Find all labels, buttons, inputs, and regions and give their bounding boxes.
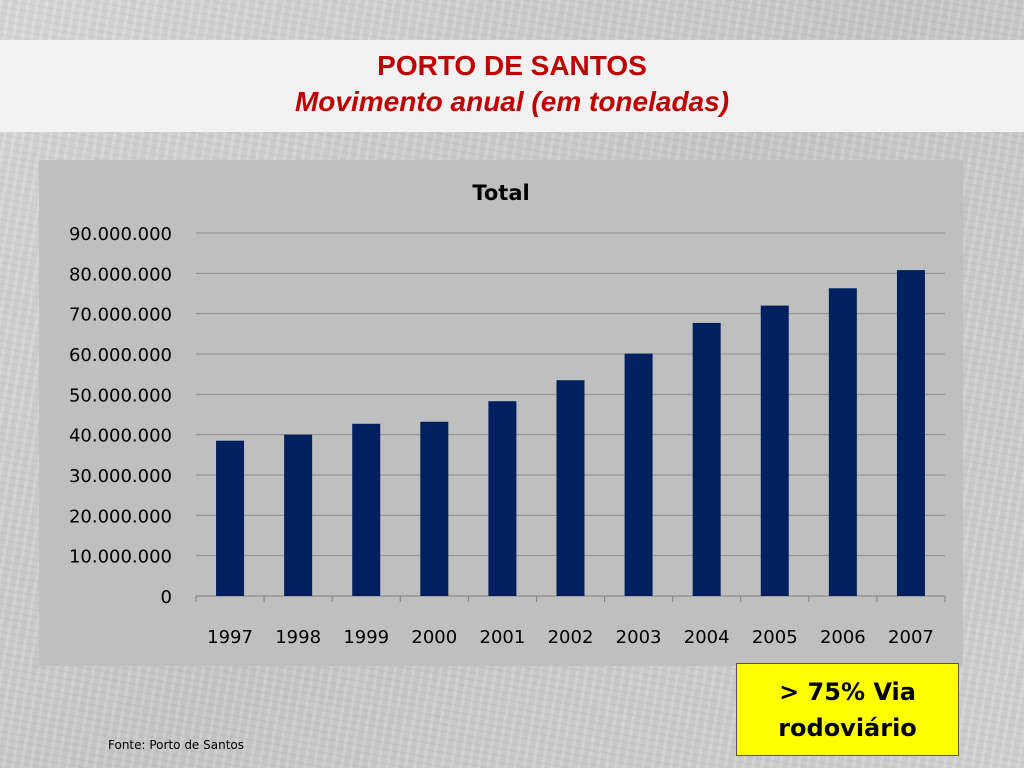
x-tick-label: 2006 bbox=[820, 627, 866, 648]
x-tick-label: 2004 bbox=[684, 627, 730, 648]
y-tick-label: 80.000.000 bbox=[69, 264, 172, 285]
bar-chart: Total 0 10.000.000 20.000.000 30.000.000 40.0… bbox=[69, 181, 946, 648]
x-tick-label: 2001 bbox=[480, 627, 526, 648]
source-note: Fonte: Porto de Santos bbox=[108, 738, 245, 752]
bar bbox=[760, 305, 789, 596]
y-tick-label: 70.000.000 bbox=[69, 305, 172, 326]
chart-title: Total bbox=[472, 181, 529, 205]
x-tick-label: 2000 bbox=[411, 627, 457, 648]
x-tick-label: 1998 bbox=[275, 627, 321, 648]
bar bbox=[216, 440, 245, 596]
x-tick-label: 2002 bbox=[548, 627, 594, 648]
x-tick-label: 2007 bbox=[888, 627, 934, 648]
bar bbox=[284, 434, 313, 596]
bar bbox=[896, 270, 925, 596]
y-tick-label: 90.000.000 bbox=[69, 224, 172, 245]
slide-title: PORTO DE SANTOS bbox=[377, 50, 647, 81]
x-tick-label: 2003 bbox=[616, 627, 662, 648]
y-tick-label: 30.000.000 bbox=[69, 466, 172, 487]
note-box: > 75% Via rodoviário bbox=[736, 663, 959, 756]
x-tick-label: 2005 bbox=[752, 627, 798, 648]
x-tick-label: 1999 bbox=[343, 627, 389, 648]
slide-subtitle: Movimento anual (em toneladas) bbox=[294, 86, 730, 117]
y-tick-label: 50.000.000 bbox=[69, 385, 172, 406]
bar bbox=[488, 401, 517, 596]
bar bbox=[420, 421, 449, 596]
y-tick-label: 60.000.000 bbox=[69, 345, 172, 366]
x-tick-label: 1997 bbox=[207, 627, 253, 648]
y-tick-label: 40.000.000 bbox=[69, 426, 172, 447]
bar bbox=[556, 380, 585, 596]
y-tick-label: 10.000.000 bbox=[69, 547, 172, 568]
title-band bbox=[0, 40, 1024, 132]
bar bbox=[692, 322, 721, 596]
bar bbox=[352, 423, 381, 596]
chart-panel: Total 0 10.000.000 20.000.000 30.000.000 40.0… bbox=[39, 160, 963, 666]
bar bbox=[828, 288, 857, 596]
y-tick-label: 0 bbox=[161, 587, 172, 608]
y-tick-label: 20.000.000 bbox=[69, 506, 172, 527]
note-text: > 75% Via rodoviário bbox=[778, 677, 917, 742]
bar bbox=[624, 353, 653, 596]
